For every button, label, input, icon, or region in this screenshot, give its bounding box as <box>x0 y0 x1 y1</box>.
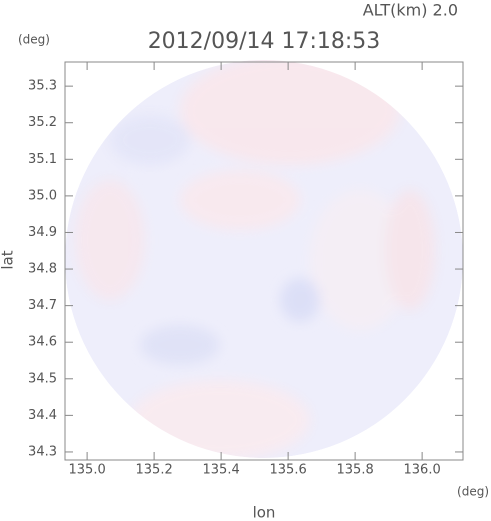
y-tick-label: 35.1 <box>28 152 57 167</box>
x-tick-label: 135.4 <box>203 463 240 478</box>
x-tick-label: 135.6 <box>270 463 307 478</box>
y-tick-label: 34.8 <box>28 262 57 277</box>
x-axis-label: lon <box>253 504 276 521</box>
plot-frame <box>64 61 464 461</box>
y-tick-label: 34.7 <box>28 298 57 313</box>
y-tick-label: 34.6 <box>28 335 57 350</box>
x-tick-label: 135.8 <box>337 463 374 478</box>
altitude-label: ALT(km) 2.0 <box>363 1 458 20</box>
y-tick-label: 35.0 <box>28 188 57 203</box>
y-tick-label: 34.9 <box>28 225 57 240</box>
x-tick-label: 136.0 <box>404 463 441 478</box>
y-tick-label: 35.2 <box>28 115 57 130</box>
radar-field <box>65 60 463 458</box>
x-tick-label: 135.0 <box>69 463 106 478</box>
y-tick-label: 35.3 <box>28 79 57 94</box>
x-unit: (deg) <box>457 485 489 499</box>
y-axis-label: lat <box>0 250 17 269</box>
y-tick-label: 34.4 <box>28 408 57 423</box>
x-tick-label: 135.2 <box>136 463 173 478</box>
y-unit: (deg) <box>18 33 50 47</box>
y-tick-label: 34.5 <box>28 371 57 386</box>
chart-title: 2012/09/14 17:18:53 <box>148 29 381 54</box>
y-tick-label: 34.3 <box>28 444 57 459</box>
